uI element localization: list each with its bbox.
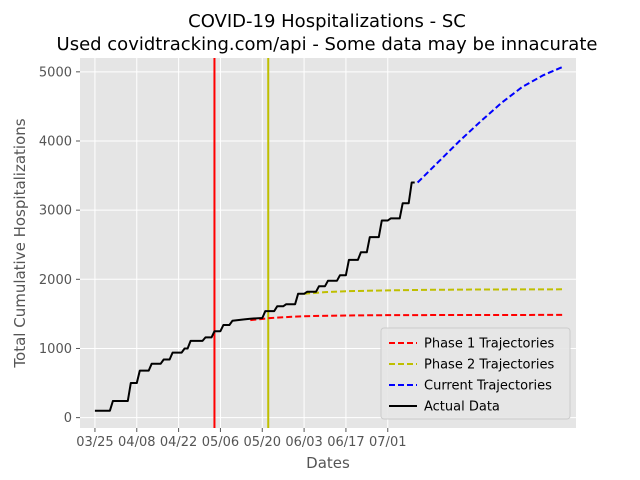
y-tick-label: 1000 (39, 342, 72, 357)
legend-label: Actual Data (424, 400, 500, 415)
legend: Phase 1 Trajectories Phase 2 Trajectories… (380, 327, 571, 420)
y-tick-label: 3000 (39, 204, 72, 219)
y-tick-label: 5000 (39, 65, 72, 80)
y-tick-label: 0 (64, 411, 72, 426)
legend-label: Phase 1 Trajectories (424, 337, 554, 352)
chart-title: COVID-19 Hospitalizations - SC (188, 11, 466, 32)
y-tick-label: 2000 (39, 273, 72, 288)
x-tick-label: 05/06 (202, 435, 239, 450)
x-tick-label: 05/20 (244, 435, 281, 450)
legend-label: Current Trajectories (424, 379, 552, 394)
x-tick-label: 07/01 (369, 435, 406, 450)
series-line-phase-1-trajectories (250, 313, 565, 322)
series-line-current-trajectories (416, 65, 565, 184)
x-tick-label: 06/17 (327, 435, 364, 450)
x-axis-label: Dates (306, 454, 350, 472)
x-tick-label: 06/03 (285, 435, 322, 450)
series-line-phase-2-trajectories (304, 288, 565, 295)
series-line-actual-data (94, 181, 415, 412)
x-tick-label: 04/08 (118, 435, 155, 450)
reference-lines (213, 58, 270, 428)
x-tick-label: 04/22 (160, 435, 197, 450)
y-axis-label: Total Cumulative Hospitalizations (11, 118, 29, 368)
axis-ticks: 03/25 04/08 04/22 05/06 05/20 06/03 06/17 07/01… (39, 65, 407, 450)
legend-label: Phase 2 Trajectories (424, 358, 554, 373)
series-lines (94, 65, 565, 412)
y-tick-label: 4000 (39, 134, 72, 149)
chart-subtitle: Used covidtracking.com/api - Some data m… (57, 34, 598, 55)
legend-box (380, 327, 571, 420)
x-tick-label: 03/25 (76, 435, 113, 450)
